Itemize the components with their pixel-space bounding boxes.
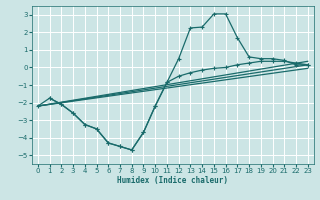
X-axis label: Humidex (Indice chaleur): Humidex (Indice chaleur) <box>117 176 228 185</box>
